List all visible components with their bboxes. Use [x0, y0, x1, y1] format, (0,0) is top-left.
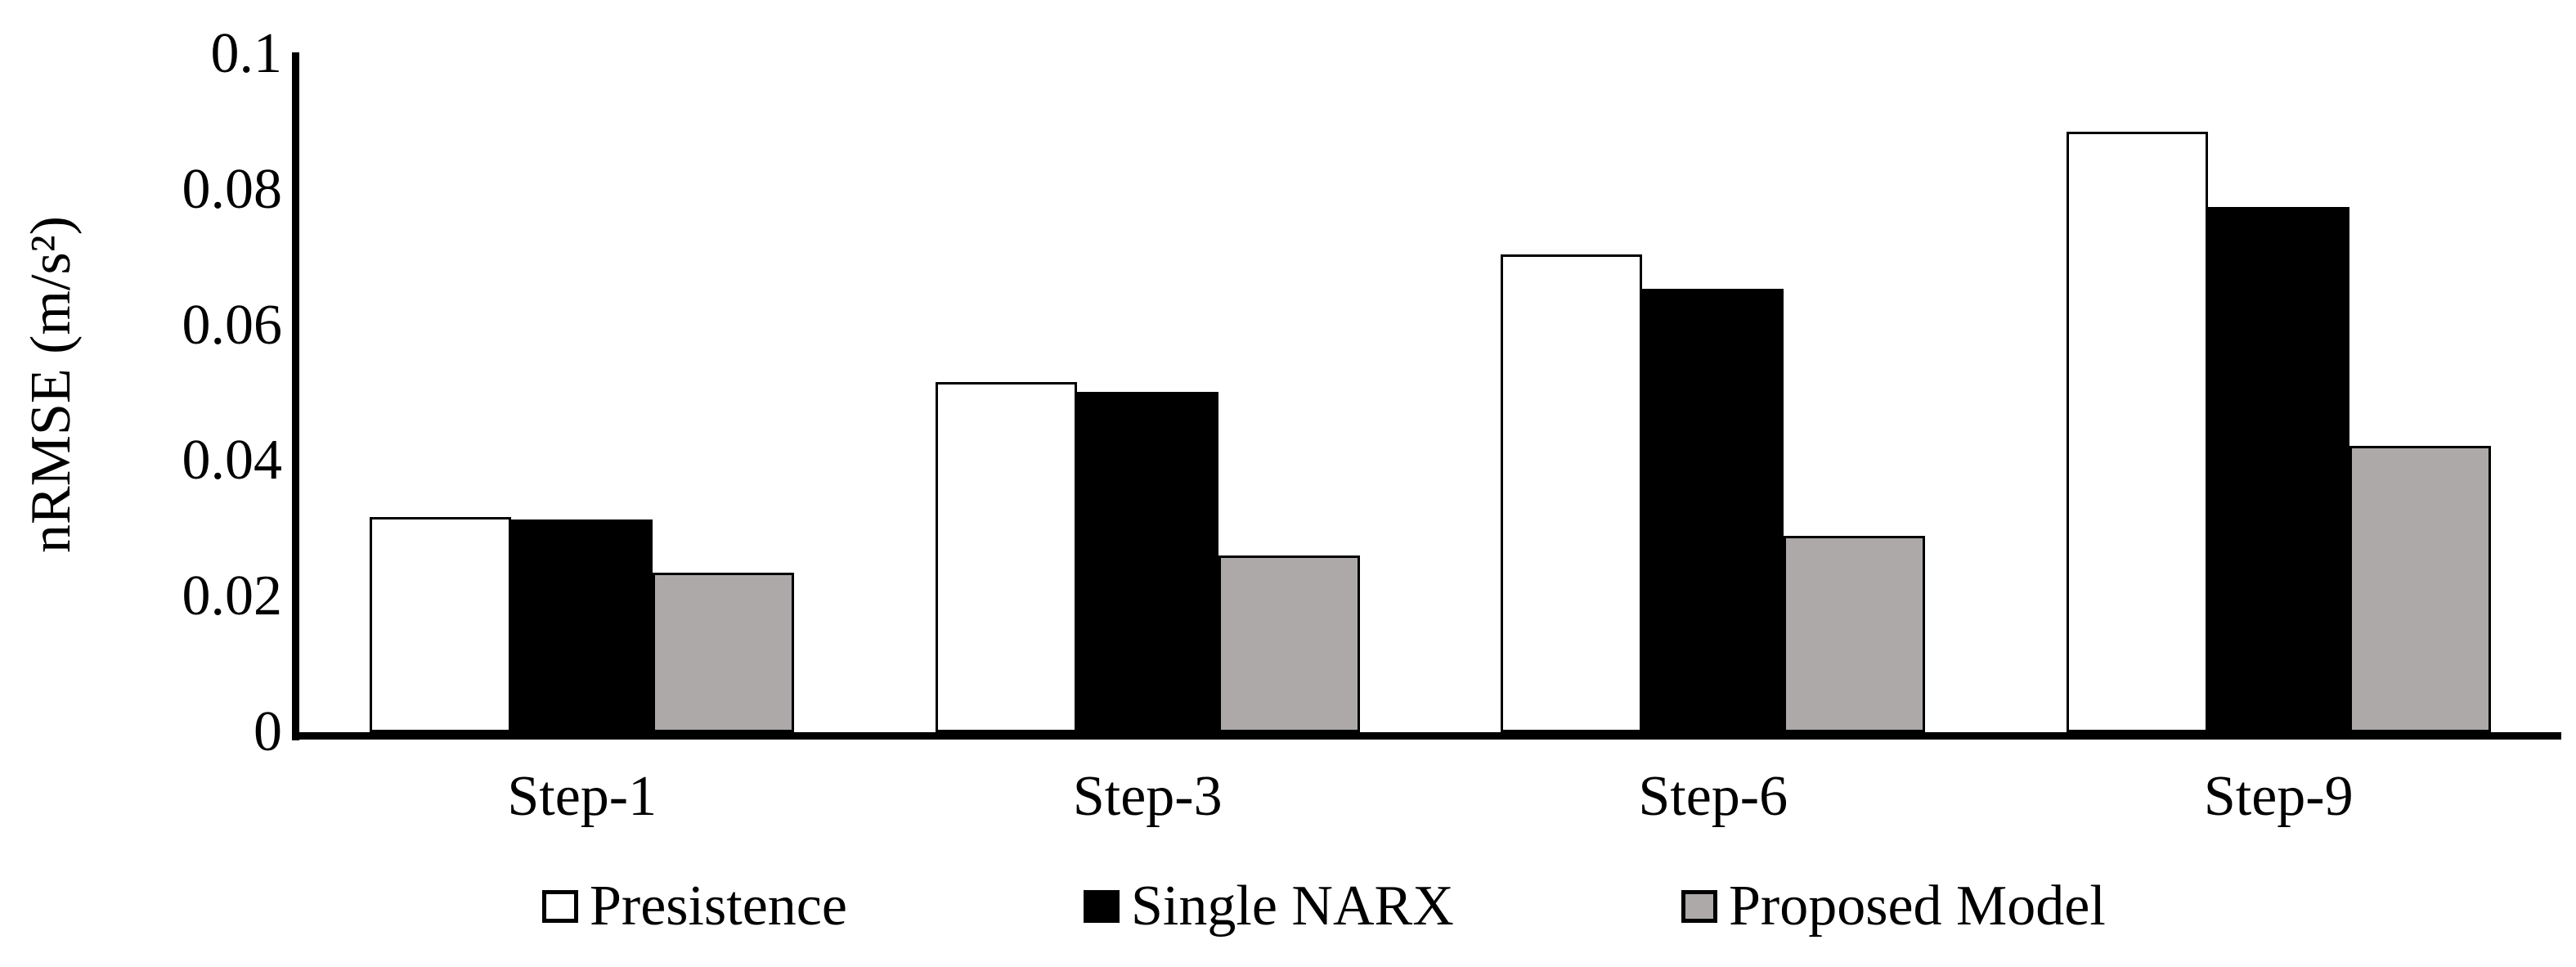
y-tick-label-0-08: 0.08: [182, 157, 283, 221]
bar-single-narx-step-6: [1642, 288, 1784, 732]
x-tick-label-step-1: Step-1: [507, 765, 657, 828]
x-axis-line: [292, 732, 2561, 740]
y-tick-label-0-04: 0.04: [182, 429, 283, 492]
bar-presistence-step-1: [370, 517, 512, 732]
x-tick-label-step-3: Step-3: [1072, 765, 1223, 828]
legend-item-single-narx: Single NARX: [1084, 875, 1454, 938]
bar-presistence-step-6: [1501, 254, 1643, 732]
legend-label-proposed-model: Proposed Model: [1729, 875, 2106, 938]
legend-swatch-single-narx: [1084, 890, 1120, 923]
legend-item-proposed-model: Proposed Model: [1681, 875, 2106, 938]
bar-proposed-model-step-3: [1218, 555, 1360, 732]
y-tick-label-0-06: 0.06: [182, 293, 283, 357]
x-tick-label-step-9: Step-9: [2203, 765, 2354, 828]
legend-label-presistence: Presistence: [590, 875, 847, 938]
x-tick-label-step-6: Step-6: [1638, 765, 1788, 828]
legend-item-presistence: Presistence: [542, 875, 847, 938]
bar-proposed-model-step-9: [2349, 446, 2491, 732]
bar-proposed-model-step-1: [653, 573, 795, 732]
legend-swatch-presistence: [542, 890, 578, 923]
legend-swatch-proposed-model: [1681, 890, 1717, 923]
y-tick-label-0-02: 0.02: [182, 564, 283, 628]
bar-single-narx-step-3: [1076, 391, 1218, 732]
bar-presistence-step-9: [2066, 132, 2208, 732]
y-axis-line: [292, 52, 299, 740]
y-tick-label-0: 0: [254, 700, 282, 763]
bar-proposed-model-step-6: [1784, 536, 1926, 732]
bar-presistence-step-3: [935, 382, 1077, 732]
y-tick-label-0-1: 0.1: [210, 22, 283, 85]
bar-single-narx-step-1: [511, 519, 653, 732]
bar-single-narx-step-9: [2207, 207, 2349, 732]
legend-label-single-narx: Single NARX: [1131, 875, 1454, 938]
y-axis-title: nRMSE (m/s²): [20, 216, 83, 553]
